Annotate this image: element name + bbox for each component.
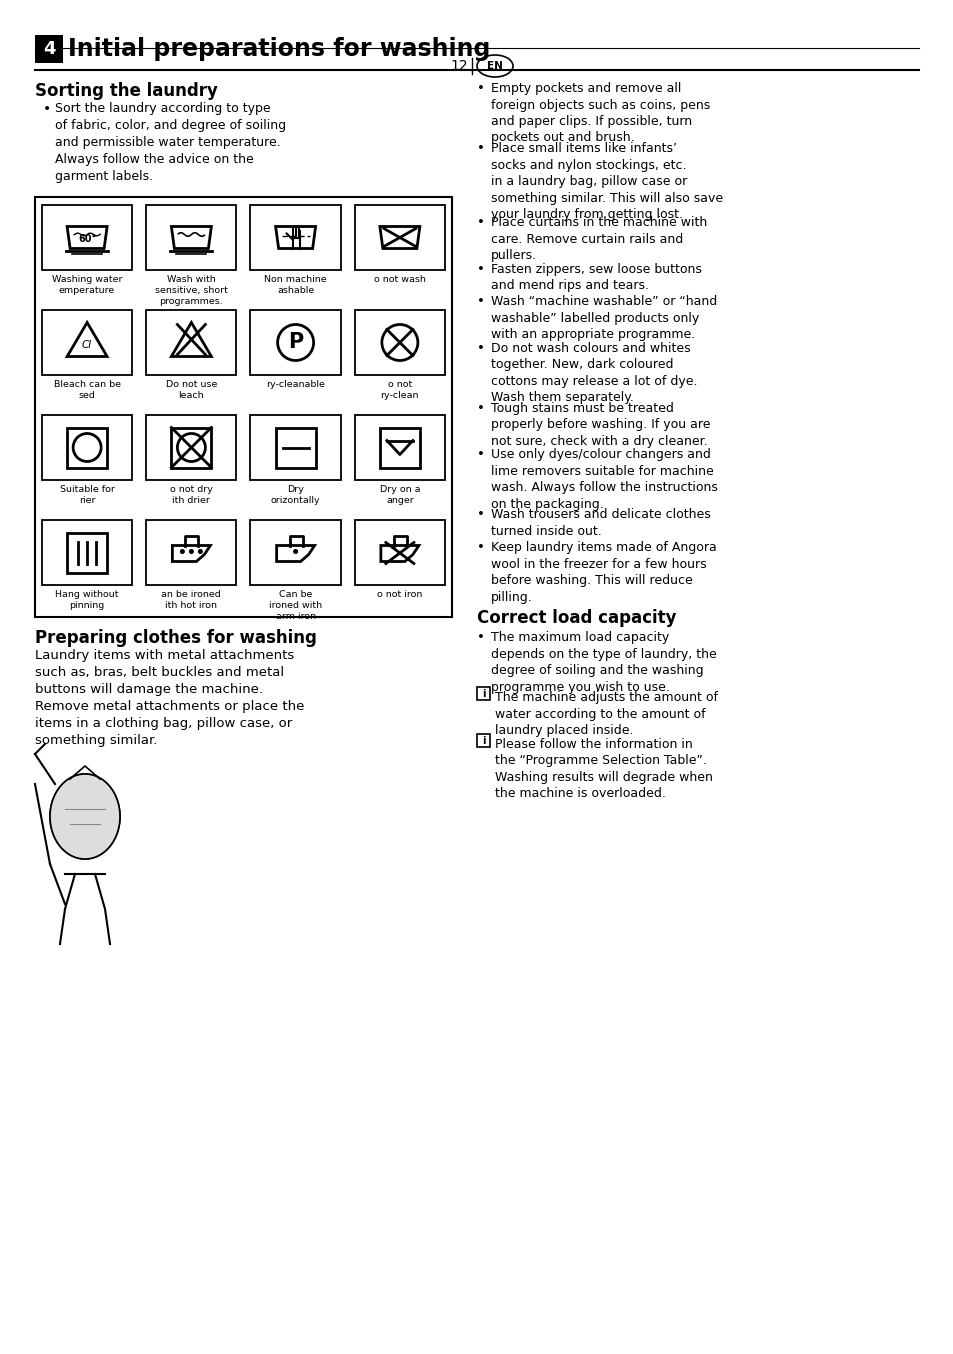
Text: Bleach can be
sed: Bleach can be sed (53, 380, 120, 399)
Text: Preparing clothes for washing: Preparing clothes for washing (35, 630, 316, 647)
Text: Place small items like infants’
socks and nylon stockings, etc.
in a laundry bag: Place small items like infants’ socks an… (491, 142, 722, 221)
Bar (146, 204, 236, 269)
Bar (476, 688, 490, 700)
Text: 4: 4 (43, 41, 55, 58)
Text: Non machine
ashable: Non machine ashable (264, 275, 327, 295)
Bar (42, 204, 132, 269)
Text: Laundry items with metal attachments
such as, bras, belt buckles and metal
butto: Laundry items with metal attachments suc… (35, 649, 304, 747)
Circle shape (190, 550, 193, 554)
Text: 👕: 👕 (144, 830, 186, 898)
Bar (476, 734, 490, 747)
Text: •: • (476, 341, 484, 355)
Circle shape (294, 550, 297, 554)
Text: The maximum load capacity
depends on the type of laundry, the
degree of soiling : The maximum load capacity depends on the… (491, 631, 716, 693)
Bar (67, 428, 107, 467)
Text: Can be
ironed with
arm iron: Can be ironed with arm iron (269, 590, 322, 621)
Text: Dry on a
anger: Dry on a anger (379, 485, 419, 505)
Bar (251, 414, 340, 481)
Bar (146, 520, 236, 585)
Bar (67, 532, 107, 573)
Text: Wash with
sensitive, short
programmes.: Wash with sensitive, short programmes. (154, 275, 228, 306)
Bar (35, 35, 63, 64)
Bar (42, 520, 132, 585)
Bar (42, 414, 132, 481)
Text: Keep laundry items made of Angora
wool in the freezer for a few hours
before was: Keep laundry items made of Angora wool i… (491, 542, 716, 604)
Text: •: • (476, 217, 484, 229)
Text: Tough stains must be treated
properly before washing. If you are
not sure, check: Tough stains must be treated properly be… (491, 402, 710, 448)
Text: The machine adjusts the amount of
water according to the amount of
laundry place: The machine adjusts the amount of water … (495, 692, 718, 738)
Bar (146, 414, 236, 481)
Text: an be ironed
ith hot iron: an be ironed ith hot iron (161, 590, 221, 611)
Text: •: • (476, 295, 484, 309)
Text: •: • (476, 508, 484, 521)
Polygon shape (50, 774, 120, 858)
Circle shape (198, 550, 202, 554)
Bar (251, 204, 340, 269)
Text: CI: CI (82, 340, 92, 349)
Text: Please follow the information in
the “Programme Selection Table”.
Washing result: Please follow the information in the “Pr… (495, 738, 712, 800)
Text: •: • (476, 402, 484, 414)
Text: Sort the laundry according to type
of fabric, color, and degree of soiling
and p: Sort the laundry according to type of fa… (55, 102, 286, 183)
Text: Initial preparations for washing: Initial preparations for washing (68, 37, 490, 61)
Text: •: • (476, 631, 484, 645)
Text: •: • (476, 542, 484, 554)
Text: •: • (476, 263, 484, 276)
Bar (355, 310, 444, 375)
Text: Dry
orizontally: Dry orizontally (271, 485, 320, 505)
Bar (172, 428, 212, 467)
Text: Fasten zippers, sew loose buttons
and mend rips and tears.: Fasten zippers, sew loose buttons and me… (491, 263, 701, 292)
Text: o not
ry-clean: o not ry-clean (380, 380, 418, 399)
Text: Use only dyes/colour changers and
lime removers suitable for machine
wash. Alway: Use only dyes/colour changers and lime r… (491, 448, 717, 510)
Bar (35, 196, 452, 617)
Text: P: P (288, 333, 303, 352)
Text: •: • (43, 102, 51, 116)
Text: Sorting the laundry: Sorting the laundry (35, 83, 217, 100)
Text: •: • (476, 142, 484, 156)
Text: o not dry
ith drier: o not dry ith drier (170, 485, 213, 505)
Text: Empty pockets and remove all
foreign objects such as coins, pens
and paper clips: Empty pockets and remove all foreign obj… (491, 83, 709, 145)
Text: o not iron: o not iron (376, 590, 422, 598)
Bar (146, 310, 236, 375)
Text: i: i (481, 689, 485, 700)
Text: Wash trousers and delicate clothes
turned inside out.: Wash trousers and delicate clothes turne… (491, 508, 710, 538)
Bar (379, 428, 419, 467)
Text: Correct load capacity: Correct load capacity (476, 609, 676, 627)
Text: 60°: 60° (78, 234, 96, 245)
Text: Hang without
pinning: Hang without pinning (55, 590, 119, 611)
Bar (355, 204, 444, 269)
Bar (251, 310, 340, 375)
Text: i: i (481, 735, 485, 746)
Circle shape (180, 550, 184, 554)
Bar (42, 310, 132, 375)
Bar (275, 428, 315, 467)
Text: 12: 12 (450, 60, 467, 73)
Text: ry-cleanable: ry-cleanable (266, 380, 325, 389)
Bar (251, 520, 340, 585)
Ellipse shape (476, 56, 513, 77)
Bar (355, 520, 444, 585)
Text: Washing water
emperature: Washing water emperature (51, 275, 122, 295)
Text: •: • (476, 83, 484, 95)
Text: •: • (476, 448, 484, 462)
Text: o not wash: o not wash (374, 275, 425, 284)
Text: EN: EN (487, 61, 502, 70)
Text: Do not wash colours and whites
together. New, dark coloured
cottons may release : Do not wash colours and whites together.… (491, 341, 697, 403)
Text: Do not use
leach: Do not use leach (166, 380, 217, 399)
Bar (355, 414, 444, 481)
Text: Suitable for
rier: Suitable for rier (60, 485, 114, 505)
Text: Wash “machine washable” or “hand
washable” labelled products only
with an approp: Wash “machine washable” or “hand washabl… (491, 295, 717, 341)
Text: Place curtains in the machine with
care. Remove curtain rails and
pullers.: Place curtains in the machine with care.… (491, 217, 706, 263)
